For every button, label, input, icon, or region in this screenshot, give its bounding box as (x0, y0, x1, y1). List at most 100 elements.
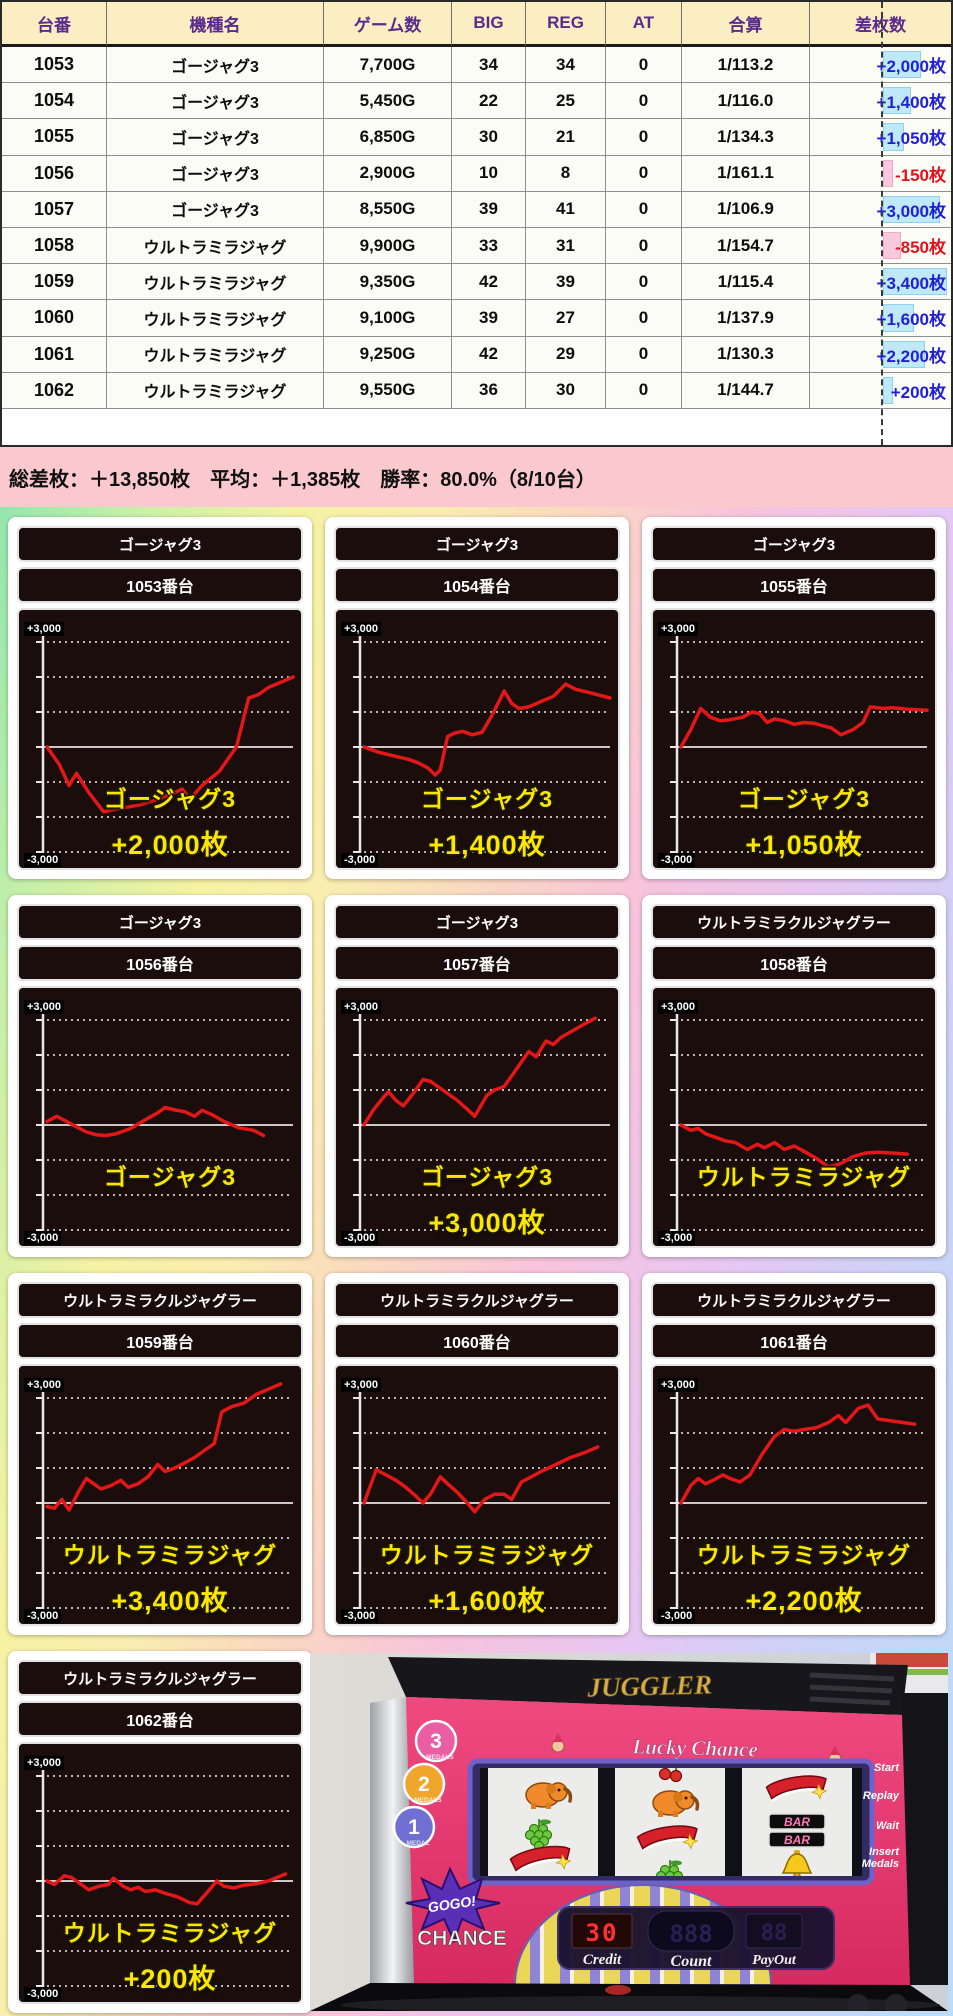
cell-big: 34 (452, 47, 526, 84)
diff-databar (883, 340, 925, 368)
line-chart (36, 1014, 293, 1234)
overlay-model-name: ウルトラミラジャグ (696, 1164, 912, 1190)
count-label: Count (671, 1953, 712, 1970)
cell-machine-no: 1053 (2, 47, 107, 84)
overlay-model-name: ウルトラミラジャグ (696, 1542, 912, 1568)
cell-reg: 31 (526, 227, 606, 265)
medal-badge-3: 3 MEDALS (414, 1719, 458, 1763)
cell-machine-no: 1056 (2, 155, 107, 192)
svg-text:1: 1 (408, 1816, 420, 1839)
cell-machine-no: 1054 (2, 83, 107, 120)
cell-big: 33 (452, 227, 526, 265)
machine-top-band (388, 1657, 908, 1715)
panel-model-header: ウルトラミラクルジャグラー (334, 1282, 620, 1318)
y-axis-max-label: +3,000 (658, 622, 698, 636)
cell-big: 42 (452, 336, 526, 373)
cell-games: 9,350G (324, 264, 452, 301)
cell-games: 7,700G (324, 47, 452, 84)
cell-model: ゴージャグ3 (107, 47, 324, 84)
machine-right-side (902, 1693, 948, 1985)
diff-databar (883, 123, 904, 151)
svg-text:Replay: Replay (863, 1790, 900, 1802)
col-header-model: 機種名 (107, 2, 324, 47)
y-axis-min-label: -3,000 (341, 1609, 379, 1623)
top-vents (809, 1672, 895, 1706)
lucky-chance-script: Lucky Chance (631, 1734, 758, 1761)
cell-model: ゴージャグ3 (107, 155, 324, 192)
overlay-diff-value: +1,050枚 (745, 830, 863, 860)
diff-value: +1,400枚 (876, 93, 946, 113)
cell-gassan: 1/115.4 (682, 264, 810, 301)
col-header-big: BIG (452, 2, 526, 47)
cell-model: ゴージャグ3 (107, 119, 324, 156)
button-reflection (605, 1985, 631, 1995)
diff-value: -150枚 (894, 165, 946, 185)
cell-big: 42 (452, 264, 526, 301)
cell-reg: 27 (526, 300, 606, 337)
cell-machine-no: 1059 (2, 264, 107, 301)
svg-text:BAR: BAR (784, 1815, 810, 1829)
y-axis-max-label: +3,000 (341, 1000, 381, 1014)
machine-base (310, 1983, 948, 2011)
svg-text:Medals: Medals (862, 1858, 899, 1870)
overlay-model-name: ゴージャグ3 (420, 1164, 554, 1190)
cell-gassan: 1/144.7 (682, 372, 810, 409)
payout-label: PayOut (752, 1953, 797, 1968)
cell-reg: 25 (526, 83, 606, 120)
panel-model-header: ウルトラミラクルジャグラー (651, 904, 937, 940)
y-axis-min-label: -3,000 (658, 1609, 696, 1623)
line-chart (670, 1014, 927, 1234)
cell-machine-no: 1061 (2, 336, 107, 373)
overlay-diff-value: +1,400枚 (428, 830, 546, 860)
y-axis-min-label: -3,000 (24, 1987, 62, 2001)
svg-text:MEDAL: MEDAL (406, 1840, 429, 1847)
reel-window: BAR BAR (467, 1758, 875, 1886)
page-break-dashed-line (881, 2, 883, 445)
cell-games: 9,100G (324, 300, 452, 337)
cell-diff: +1,600枚 (810, 300, 951, 337)
overlay-model-name: ウルトラミラジャグ (62, 1920, 278, 1946)
overlay-diff-value: +2,200枚 (745, 1586, 863, 1616)
cell-model: ウルトラミラジャグ (107, 300, 324, 337)
graph-board: ゴージャグ3 1053番台 +3,000 -3,000 ゴージャグ3 +2,00… (0, 507, 953, 2016)
machine-panel-1061: ウルトラミラクルジャグラー 1061番台 +3,000 -3,000 ウルトラミ… (642, 1273, 946, 1635)
cell-model: ゴージャグ3 (107, 83, 324, 120)
medal-badge-2: 2 MEDALS (402, 1762, 446, 1806)
cell-at: 0 (606, 372, 682, 409)
cell-diff: -150枚 (810, 155, 951, 192)
panel-slump-graph: +3,000 -3,000 ウルトラミラジャグ +3,400枚 (17, 1364, 303, 1626)
cell-at: 0 (606, 119, 682, 156)
overlay-diff-value: +3,000枚 (428, 1208, 546, 1238)
col-header-diff: 差枚数 (810, 2, 951, 47)
overlay-diff-value: +200枚 (123, 1964, 217, 1994)
diff-value: +3,400枚 (876, 274, 946, 294)
results-table: 台番 機種名 ゲーム数 BIG REG AT 合算 差枚数 1053 ゴージャグ3… (0, 0, 953, 447)
cell-at: 0 (606, 264, 682, 301)
y-axis-max-label: +3,000 (658, 1000, 698, 1014)
cell-games: 9,550G (324, 372, 452, 409)
cell-machine-no: 1057 (2, 191, 107, 228)
slot-machine-illustration: JUGGLER Lucky Chance Lucky Chance 3 MEDA… (310, 1653, 948, 2011)
cell-at: 0 (606, 227, 682, 265)
machine-panel-1062: ウルトラミラクルジャグラー 1062番台 +3,000 -3,000 ウルトラミ… (8, 1651, 312, 2013)
diff-databar (883, 195, 940, 223)
cell-big: 39 (452, 300, 526, 337)
diff-value: +200枚 (890, 382, 946, 402)
panel-unit-number: 1062番台 (17, 1701, 303, 1737)
cell-games: 6,850G (324, 119, 452, 156)
cell-gassan: 1/130.3 (682, 336, 810, 373)
cell-at: 0 (606, 155, 682, 192)
y-axis-min-label: -3,000 (658, 1231, 696, 1245)
panel-unit-number: 1060番台 (334, 1323, 620, 1359)
cell-gassan: 1/116.0 (682, 83, 810, 120)
credit-label: Credit (583, 1952, 622, 1968)
line-chart (36, 636, 295, 856)
juggler-logo: JUGGLER (586, 1669, 712, 1702)
machine-panel-1058: ウルトラミラクルジャグラー 1058番台 +3,000 -3,000 ウルトラミ… (642, 895, 946, 1257)
line-chart (670, 1392, 927, 1612)
y-axis-max-label: +3,000 (24, 1000, 64, 1014)
cell-at: 0 (606, 83, 682, 120)
panel-model-header: ゴージャグ3 (651, 526, 937, 562)
summary-bar: 総差枚：＋13,850枚 平均：＋1,385枚 勝率：80.0%（8/10台） (0, 447, 953, 507)
